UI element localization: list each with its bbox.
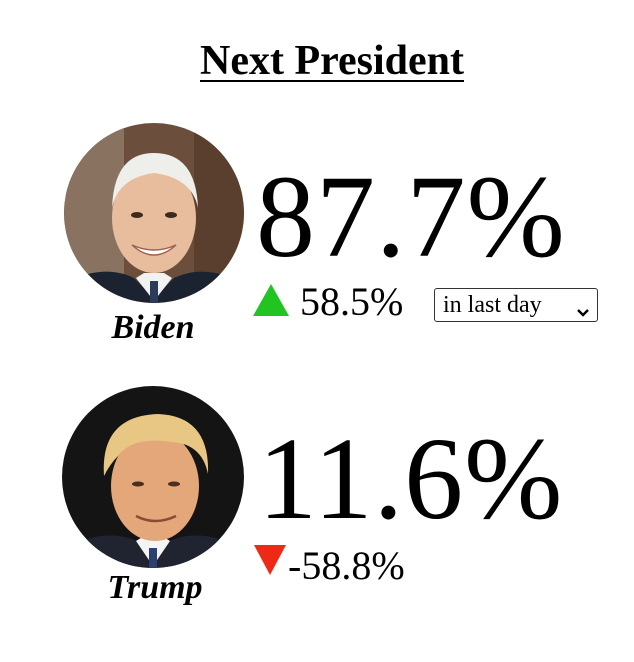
- chevron-down-icon: [576, 299, 590, 326]
- change-biden: 58.5%: [300, 279, 404, 324]
- period-select[interactable]: in last day: [434, 288, 598, 322]
- probability-biden: 87.7%: [256, 151, 566, 282]
- period-select-value: in last day: [443, 291, 542, 318]
- triangle-up-icon: [252, 282, 290, 323]
- candidate-name-biden: Biden: [111, 309, 195, 346]
- probability-trump: 11.6%: [258, 413, 564, 544]
- change-trump: -58.8%: [288, 543, 405, 588]
- candidate-name-trump: Trump: [107, 569, 203, 606]
- page-title: Next President: [200, 38, 464, 84]
- trump-avatar: [62, 386, 244, 568]
- biden-avatar: [64, 123, 244, 303]
- triangle-down-icon: [253, 543, 287, 582]
